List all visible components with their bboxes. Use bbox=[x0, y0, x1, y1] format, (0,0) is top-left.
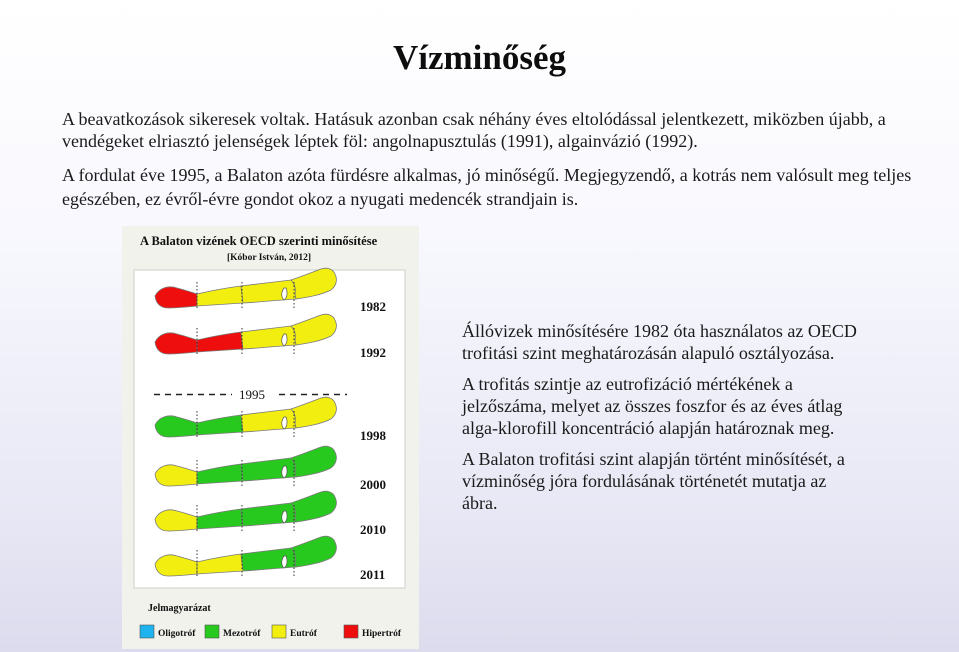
year-label-2011: 2011 bbox=[360, 567, 385, 582]
basin-4-2010 bbox=[290, 490, 337, 523]
legend-label-mezotrof: Mezotróf bbox=[223, 629, 261, 639]
legend-swatch-oligotrof bbox=[139, 624, 155, 639]
lake-map-1982 bbox=[154, 267, 337, 309]
year-label-1998: 1998 bbox=[360, 428, 387, 443]
tihany-peninsula bbox=[281, 465, 288, 479]
lake-maps: 1982 1992 1998 2000 2010 2011 bbox=[154, 267, 387, 582]
legend-title: Jelmagyarázat bbox=[148, 603, 211, 614]
year-label-1992: 1992 bbox=[360, 345, 386, 360]
lake-map-2011 bbox=[154, 535, 337, 577]
year-label-2000: 2000 bbox=[360, 477, 386, 492]
explanation-paragraph-3: A Balaton trofitási szint alapján történ… bbox=[462, 449, 845, 513]
intro-paragraph: A beavatkozások sikeresek voltak. Hatásu… bbox=[62, 109, 886, 151]
year-label-2010: 2010 bbox=[360, 522, 386, 537]
basin-4-1998 bbox=[290, 396, 337, 429]
turning-point-year: 1995 bbox=[239, 387, 265, 402]
basin-4-2011 bbox=[290, 535, 337, 568]
lake-map-2000 bbox=[154, 445, 337, 487]
tihany-peninsula bbox=[281, 555, 288, 569]
legend-swatch-hipertrof bbox=[343, 624, 359, 639]
slide-title: Vízminőség bbox=[392, 38, 567, 77]
basin-4-1992 bbox=[290, 313, 337, 346]
legend: Oligotróf Mezotróf Eutróf Hipertróf bbox=[139, 624, 402, 639]
lake-map-1992 bbox=[154, 313, 337, 355]
balaton-oecd-figure: A Balaton vizének OECD szerinti minősíté… bbox=[122, 226, 419, 649]
balaton-oecd-diagram: A Balaton vizének OECD szerinti minősíté… bbox=[133, 234, 406, 639]
explanation-paragraph-2: A trofitás szintje az eutrofizáció mérté… bbox=[462, 374, 843, 438]
legend-swatch-mezotrof bbox=[204, 624, 220, 639]
figure-title: A Balaton vizének OECD szerinti minősíté… bbox=[140, 234, 378, 248]
tihany-peninsula bbox=[281, 287, 288, 301]
basin-4-1982 bbox=[290, 267, 337, 300]
legend-label-hipertrof: Hipertróf bbox=[362, 629, 402, 639]
figure-source: [Kóbor István, 2012] bbox=[227, 253, 311, 263]
turning-point-divider: 1995 bbox=[154, 387, 347, 402]
explanation-paragraph-1: Állóvizek minősítésére 1982 óta használa… bbox=[462, 321, 857, 363]
year-label-1982: 1982 bbox=[360, 299, 386, 314]
basin-4-2000 bbox=[290, 445, 337, 478]
legend-label-oligotrof: Oligotróf bbox=[158, 629, 196, 639]
tihany-peninsula bbox=[281, 510, 288, 524]
legend-label-eutrof: Eutróf bbox=[290, 629, 318, 639]
tihany-peninsula bbox=[281, 416, 288, 430]
turning-point-paragraph: A fordulat éve 1995, a Balaton azóta für… bbox=[62, 165, 912, 209]
tihany-peninsula bbox=[281, 333, 288, 347]
explanation-text: Állóvizek minősítésére 1982 óta használa… bbox=[462, 320, 862, 523]
lake-map-2010 bbox=[154, 490, 337, 532]
legend-swatch-eutrof bbox=[271, 624, 287, 639]
lake-map-1998 bbox=[154, 396, 337, 438]
